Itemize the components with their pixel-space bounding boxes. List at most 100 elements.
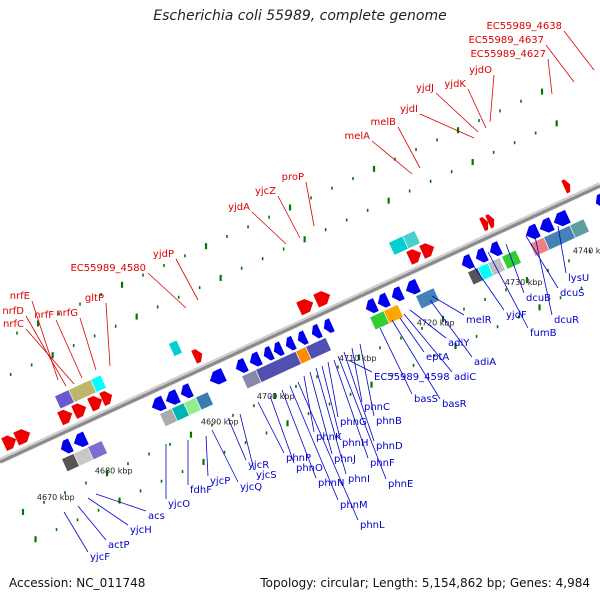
- forward-gene-arrow: [87, 396, 103, 412]
- gene-label: yjdJ: [416, 83, 434, 94]
- leader-line: [211, 429, 239, 483]
- leader-line: [403, 313, 453, 373]
- gene-label: yjcF: [90, 552, 110, 563]
- gene-label: yjcQ: [240, 482, 262, 493]
- gene-label: phnO: [296, 463, 323, 474]
- accession-text: Accession: NC_011748: [9, 576, 146, 590]
- leader-line: [409, 309, 447, 339]
- gene-label: melR: [466, 315, 492, 326]
- leader-line: [87, 497, 129, 526]
- leader-line: [105, 302, 111, 367]
- scale-label: 4720 kbp: [417, 318, 455, 327]
- reverse-gene-arrow: [165, 389, 181, 405]
- leader-line: [545, 44, 575, 83]
- gene-label: dcuR: [554, 315, 579, 326]
- gene-label: yjdF: [506, 310, 527, 321]
- gene-label: nrfC: [3, 319, 24, 330]
- leader-line: [399, 317, 425, 353]
- leader-line: [321, 365, 341, 439]
- leader-line: [269, 395, 295, 464]
- gene-label: yjcZ: [255, 186, 276, 197]
- leader-line: [333, 359, 369, 459]
- gene-block-cyan: [90, 374, 107, 393]
- reverse-gene-arrow: [553, 209, 571, 227]
- leader-line: [205, 435, 209, 477]
- scale-labels: 4670 kbp 4680 kbp 4690 kbp 4700 kbp 4710 kbp…: [37, 247, 600, 503]
- reverse-gene-arrow: [273, 341, 285, 356]
- gene-label: adiC: [454, 372, 476, 383]
- gene-label: phnM: [340, 500, 368, 511]
- leader-line: [371, 140, 413, 175]
- gene-label: phnI: [348, 474, 370, 485]
- leader-line: [557, 225, 567, 274]
- reverse-gene-arrow: [539, 217, 555, 233]
- gene-label: melB: [370, 117, 396, 128]
- reverse-gene-arrow: [180, 383, 194, 399]
- gene-label: basR: [442, 399, 467, 410]
- gene-label: proP: [282, 172, 304, 183]
- reverse-gene-arrow: [475, 247, 489, 263]
- leader-line: [431, 295, 465, 316]
- gene-label: yjdI: [400, 104, 418, 115]
- gene-label: phnH: [342, 438, 369, 449]
- gene-block-cyan: [402, 230, 421, 250]
- gene-label: nrfF: [34, 310, 54, 321]
- gene-label: yjdA: [228, 202, 250, 213]
- gene-label: gltP: [85, 293, 104, 304]
- leader-line: [467, 257, 505, 311]
- gene-label: EC55989_4580: [70, 263, 146, 274]
- reverse-gene-arrow: [73, 431, 89, 448]
- gene-block-orange: [383, 304, 404, 324]
- reverse-gene-arrow: [311, 323, 323, 339]
- gene-block-indigo: [255, 350, 302, 383]
- leader-line: [315, 367, 347, 475]
- gene-label: phnD: [376, 441, 403, 452]
- scale-label: 4680 kbp: [95, 466, 133, 475]
- scale-label: 4670 kbp: [37, 493, 75, 502]
- reverse-gene-arrow: [263, 345, 275, 361]
- gene-block-blue: [195, 391, 214, 411]
- forward-gene-arrow: [313, 291, 331, 308]
- leader-line: [419, 113, 475, 139]
- map-title: Escherichia coli 55989, complete genome: [153, 8, 447, 24]
- gene-block-indigo: [305, 337, 332, 360]
- gene-label: phnB: [376, 416, 402, 427]
- forward-gene-arrow: [561, 179, 571, 194]
- leader-line: [175, 258, 199, 301]
- leader-line: [281, 389, 317, 479]
- gene-label: EC55989_4638: [486, 21, 562, 32]
- reverse-gene-arrow: [297, 330, 309, 345]
- reverse-gene-arrow: [461, 253, 475, 270]
- leader-line: [397, 126, 421, 169]
- leader-line: [289, 385, 339, 501]
- scale-label: 4730 kbp: [505, 278, 543, 287]
- leader-line: [227, 417, 247, 461]
- reverse-gene-arrow: [489, 241, 503, 257]
- leader-line: [505, 243, 525, 294]
- gene-label: lysU: [568, 273, 589, 284]
- scale-label: 4690 kbp: [201, 418, 239, 427]
- leader-line: [31, 300, 59, 381]
- reverse-gene-arrow: [323, 318, 335, 333]
- gene-label: dcuB: [526, 293, 551, 304]
- gene-label: phnF: [370, 458, 395, 469]
- reverse-gene-arrow: [525, 223, 541, 240]
- leader-line: [305, 181, 315, 227]
- reverse-gene-arrow: [235, 357, 249, 373]
- scale-label: 4700 kbp: [257, 392, 295, 401]
- leader-line: [297, 381, 359, 521]
- gene-label: yjdP: [153, 249, 174, 260]
- gene-label: EC55989_4637: [468, 35, 544, 46]
- leader-line: [257, 401, 285, 454]
- leader-line: [303, 375, 315, 433]
- leader-line: [489, 74, 495, 123]
- gene-label: adiA: [474, 357, 496, 368]
- leader-line: [239, 413, 255, 471]
- reverse-gene-arrow: [365, 298, 379, 314]
- gene-label: phnK: [316, 432, 342, 443]
- forward-gene-arrow: [419, 243, 435, 259]
- gene-block-light: [487, 257, 506, 277]
- forward-gene-arrow: [99, 390, 113, 406]
- forward-gene-arrow: [296, 298, 314, 316]
- leader-line: [147, 272, 187, 309]
